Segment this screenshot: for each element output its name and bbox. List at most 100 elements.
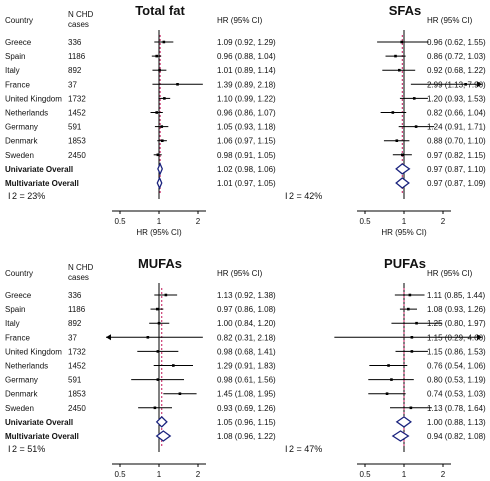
- estimate-label: 0.96 (0.86, 1.07): [217, 109, 276, 118]
- estimate-label: 0.97 (0.87, 1.10): [427, 165, 486, 174]
- header-country: Country: [5, 269, 33, 278]
- ci-arrow-left: [106, 334, 111, 341]
- row-cases-value: 37: [68, 333, 77, 342]
- estimate-label: 1.25 (0.80, 1.97): [427, 319, 486, 328]
- i2-annotation: I: [285, 444, 288, 454]
- point-estimate: [164, 293, 168, 297]
- row-country-label: Italy: [5, 66, 20, 75]
- estimate-label: 0.98 (0.61, 1.56): [217, 376, 276, 385]
- point-estimate: [155, 307, 159, 311]
- header-cases-line2: cases: [68, 20, 89, 29]
- estimate-label: 1.01 (0.89, 1.14): [217, 66, 276, 75]
- estimate-label: 0.96 (0.62, 1.55): [427, 38, 486, 47]
- x-tick-label: 1: [157, 470, 162, 479]
- x-tick-label: 1: [402, 470, 407, 479]
- row-cases-value: 1186: [68, 305, 86, 314]
- point-estimate: [464, 83, 467, 86]
- panel-title: SFAs: [389, 3, 422, 18]
- row-cases-value: 892: [68, 319, 82, 328]
- estimate-label: 0.93 (0.69, 1.26): [217, 404, 276, 413]
- estimate-label: 1.20 (0.93, 1.53): [427, 94, 486, 103]
- overall-diamond: [391, 430, 410, 442]
- point-estimate: [160, 125, 164, 128]
- estimate-label: 0.76 (0.54, 1.06): [427, 362, 486, 371]
- row-country-label: Italy: [5, 319, 20, 328]
- point-estimate: [412, 97, 416, 100]
- row-cases-value: 2450: [68, 151, 86, 160]
- i2-value: 2 = 42%: [289, 191, 322, 201]
- estimate-label: 1.01 (0.97, 1.05): [217, 179, 276, 188]
- point-estimate: [394, 54, 397, 58]
- estimate-label: 0.82 (0.31, 2.18): [217, 333, 276, 342]
- row-cases-value: 1853: [68, 390, 86, 399]
- point-estimate: [407, 307, 410, 311]
- ci-arrow-right: [477, 334, 482, 341]
- estimate-label: 0.97 (0.82, 1.15): [427, 151, 486, 160]
- row-cases-value: 336: [68, 291, 82, 300]
- x-tick-label: 0.5: [359, 217, 371, 226]
- i2-annotation: I: [8, 444, 11, 454]
- point-estimate: [415, 321, 418, 325]
- estimate-label: 0.86 (0.72, 1.03): [427, 52, 486, 61]
- point-estimate: [410, 336, 414, 339]
- row-cases-value: 1452: [68, 362, 86, 371]
- estimate-label: 0.97 (0.87, 1.09): [427, 179, 486, 188]
- estimate-label: 1.24 (0.91, 1.71): [427, 123, 486, 132]
- point-estimate: [160, 139, 164, 142]
- overall-diamond: [395, 416, 412, 428]
- point-estimate: [408, 293, 412, 297]
- x-tick-label: 2: [196, 217, 201, 226]
- x-tick-label: 1: [157, 217, 162, 226]
- point-estimate: [158, 68, 161, 72]
- row-cases-value: 1853: [68, 137, 86, 146]
- header-country: Country: [5, 16, 33, 25]
- header-hr-ci: HR (95% CI): [217, 269, 263, 278]
- header-cases-line1: N CHD: [68, 10, 94, 19]
- point-estimate: [391, 111, 395, 114]
- row-country-label: Multivariate Overall: [5, 179, 79, 188]
- point-estimate: [162, 40, 166, 44]
- point-estimate: [156, 153, 160, 157]
- point-estimate: [146, 336, 150, 339]
- estimate-label: 0.98 (0.91, 1.05): [217, 151, 276, 160]
- estimate-label: 0.96 (0.88, 1.04): [217, 52, 276, 61]
- point-estimate: [172, 364, 175, 367]
- overall-diamond: [156, 176, 163, 190]
- point-estimate: [410, 350, 414, 353]
- estimate-label: 0.80 (0.53, 1.19): [427, 376, 486, 385]
- i2-annotation: I: [8, 191, 11, 201]
- x-tick-label: 2: [441, 217, 446, 226]
- point-estimate: [176, 83, 179, 86]
- x-tick-label: 1: [402, 217, 407, 226]
- point-estimate: [178, 392, 182, 395]
- panel-title: PUFAs: [384, 256, 426, 271]
- row-country-label: Germany: [5, 376, 38, 385]
- row-country-label: France: [5, 333, 30, 342]
- header-cases-line2: cases: [68, 273, 89, 282]
- x-tick-label: 2: [196, 470, 201, 479]
- estimate-label: 1.02 (0.98, 1.06): [217, 165, 276, 174]
- point-estimate: [400, 153, 404, 157]
- estimate-label: 1.09 (0.92, 1.29): [217, 38, 276, 47]
- estimate-label: 1.13 (0.78, 1.64): [427, 404, 486, 413]
- estimate-label: 1.29 (0.91, 1.83): [217, 362, 276, 371]
- point-estimate: [153, 406, 157, 410]
- estimate-label: 1.00 (0.84, 1.20): [217, 319, 276, 328]
- x-axis-label: HR (95% CI): [136, 228, 182, 237]
- overall-diamond: [395, 163, 411, 175]
- row-cases-value: 591: [68, 376, 82, 385]
- point-estimate: [155, 54, 159, 58]
- header-hr-ci: HR (95% CI): [427, 269, 473, 278]
- row-country-label: Sweden: [5, 404, 34, 413]
- estimate-label: 1.05 (0.96, 1.15): [217, 418, 276, 427]
- estimate-label: 1.39 (0.89, 2.18): [217, 80, 276, 89]
- estimate-label: 1.15 (0.86, 1.53): [427, 347, 486, 356]
- i2-value: 2 = 51%: [12, 444, 45, 454]
- row-country-label: Netherlands: [5, 109, 48, 118]
- estimate-label: 0.97 (0.86, 1.08): [217, 305, 276, 314]
- estimate-label: 2.99 (1.13, 7.90): [427, 80, 486, 89]
